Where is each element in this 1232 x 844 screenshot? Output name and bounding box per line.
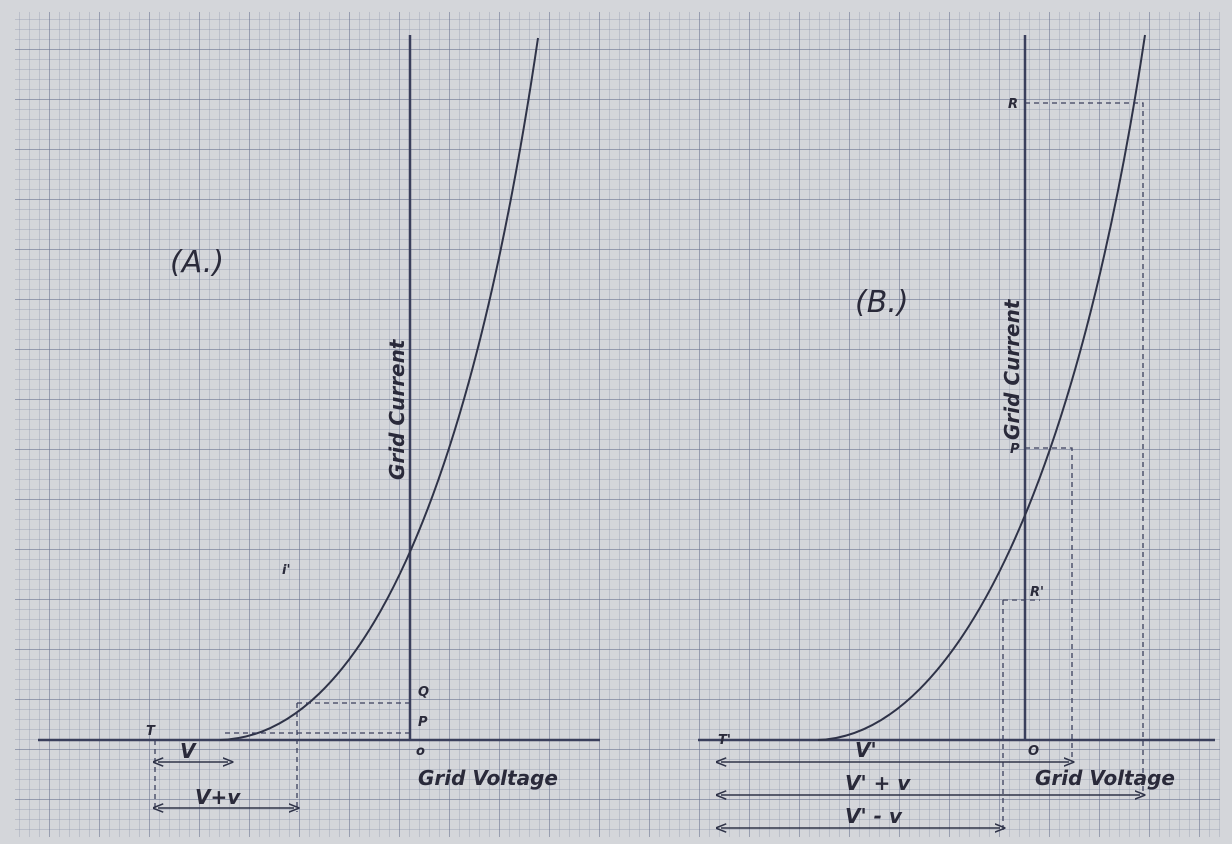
point-label: o <box>416 744 425 759</box>
span-label: V' + v <box>845 771 911 795</box>
panel-title: (A.) <box>170 245 224 280</box>
point-label: T' <box>718 733 731 748</box>
point-label: T <box>146 724 156 739</box>
grid-paper <box>15 12 1220 837</box>
guide-lines <box>154 702 410 812</box>
curve-label: i' <box>282 563 290 578</box>
panel-title: (B.) <box>855 285 909 320</box>
point-label: O <box>1028 744 1039 759</box>
point-label: R <box>1008 97 1018 112</box>
axis-label: Grid Current <box>385 338 409 480</box>
point-label: R' <box>1030 585 1044 600</box>
panel-a: (A.) Grid Current Grid Voltage o T P Q i… <box>38 35 600 812</box>
panel-b: (B.) Grid Current Grid Voltage O T' P R … <box>698 34 1215 830</box>
axis-label: Grid Voltage <box>1035 766 1175 790</box>
point-label: Q <box>418 685 429 700</box>
axis-label: Grid Voltage <box>418 766 558 790</box>
point-label: P <box>1010 442 1020 457</box>
curve <box>219 37 539 741</box>
span-label: V' - v <box>845 804 903 828</box>
span-label: V <box>180 739 197 763</box>
span-label: V' <box>855 738 877 762</box>
axis-label: Grid Current <box>1000 298 1024 440</box>
guide-lines <box>1002 102 1144 830</box>
curve <box>817 34 1146 741</box>
span-label: V+v <box>195 785 241 809</box>
point-label: P <box>418 715 428 730</box>
